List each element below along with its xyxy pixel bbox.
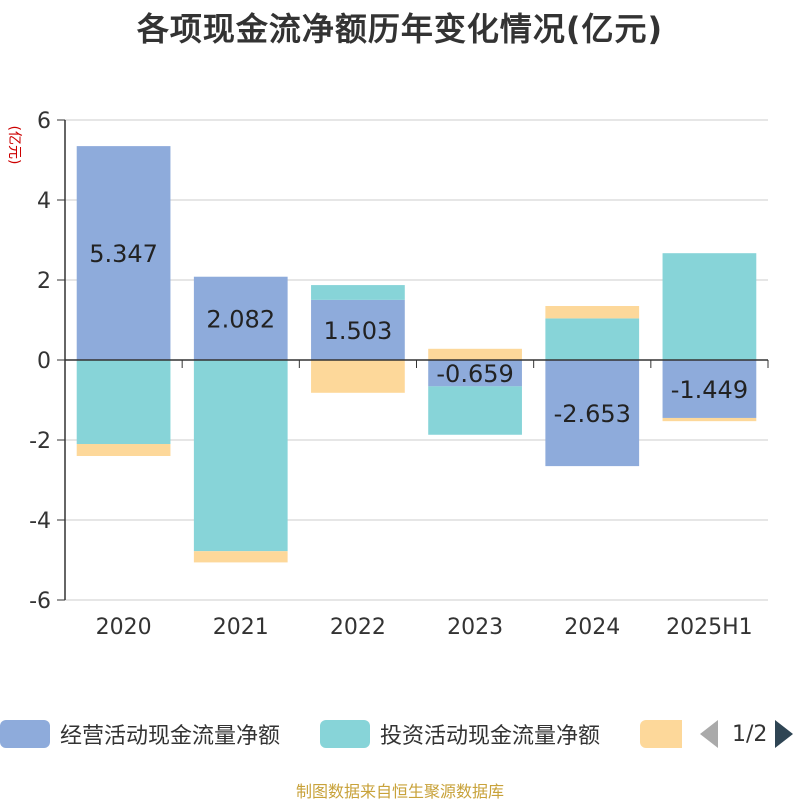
source-note: 制图数据来自恒生聚源数据库 — [295, 782, 504, 801]
chart-title: 各项现金流净额历年变化情况(亿元) — [136, 10, 664, 48]
gridlines — [65, 119, 768, 601]
data-label-2021: 2.082 — [206, 305, 275, 333]
bar-investing-2020 — [76, 360, 171, 444]
y-tick-label: 2 — [37, 269, 51, 294]
bar-investing-2022 — [311, 285, 405, 300]
bar-third-2021 — [193, 551, 288, 563]
bar-third-2025H1 — [662, 417, 757, 422]
bar-third-2022 — [311, 360, 405, 393]
legend-swatch-investing — [320, 720, 370, 748]
legend-pager: 1/2 — [700, 716, 794, 752]
y-tick-label: -6 — [29, 589, 51, 614]
x-tick-label: 2025H1 — [666, 615, 753, 640]
bar-operating-2021 — [193, 276, 288, 360]
pager-prev-icon[interactable] — [700, 720, 718, 748]
bar-third-2020 — [76, 444, 171, 456]
data-label-2022: 1.503 — [324, 317, 393, 345]
data-label-2024: -2.653 — [554, 400, 631, 428]
bar-investing-2025H1 — [662, 253, 757, 360]
x-tick-label: 2023 — [447, 615, 503, 640]
x-tick-label: 2022 — [330, 615, 386, 640]
data-label-2023: -0.659 — [436, 360, 513, 388]
x-tick-label: 2024 — [564, 615, 620, 640]
bar-operating-2025H1 — [662, 360, 757, 418]
data-label-2020: 5.347 — [89, 240, 158, 268]
legend-swatch-third — [640, 720, 682, 748]
bar-operating-2020 — [76, 146, 171, 360]
legend-item-operating[interactable]: 经营活动现金流量净额 — [0, 716, 280, 752]
bar-third-2024 — [545, 306, 640, 319]
legend-item-third[interactable] — [640, 716, 682, 752]
legend-swatch-operating — [0, 720, 50, 748]
bar-investing-2021 — [193, 360, 288, 552]
legend-label-investing: 投资活动现金流量净额 — [380, 724, 601, 749]
legend-label-operating: 经营活动现金流量净额 — [60, 724, 281, 749]
pager-page-text: 1/2 — [732, 721, 768, 747]
bar-investing-2024 — [545, 318, 640, 360]
y-tick-label: 0 — [37, 349, 51, 374]
y-axis-label: (亿元) — [6, 126, 22, 165]
axes: -6 -4 -2 0 2 4 6 (亿元) 2020 2021 2022 2023 2024 2025H1 — [6, 109, 769, 640]
bar-operating-2023 — [428, 360, 522, 387]
pager-next-icon[interactable] — [775, 720, 794, 748]
y-tick-label: -2 — [29, 429, 51, 454]
x-tick-label: 2020 — [96, 615, 152, 640]
y-tick-label: 6 — [37, 109, 51, 134]
y-tick-label: -4 — [29, 509, 51, 534]
bars — [76, 146, 757, 563]
data-label-2025H1: -1.449 — [671, 376, 748, 404]
x-tick-label: 2021 — [213, 615, 269, 640]
bar-investing-2023 — [428, 386, 522, 435]
bar-operating-2022 — [311, 299, 405, 360]
data-labels: 5.347 2.082 1.503 -0.659 -2.653 -1.449 — [89, 240, 748, 428]
y-tick-label: 4 — [37, 189, 51, 214]
legend: 经营活动现金流量净额 投资活动现金流量净额 — [0, 716, 800, 756]
bar-third-2023 — [428, 348, 522, 360]
bar-operating-2024 — [545, 360, 640, 467]
legend-item-investing[interactable]: 投资活动现金流量净额 — [320, 716, 600, 752]
chart-plot-area: -6 -4 -2 0 2 4 6 (亿元) 2020 2021 2022 2023 2024 2025H1… — [6, 109, 769, 640]
